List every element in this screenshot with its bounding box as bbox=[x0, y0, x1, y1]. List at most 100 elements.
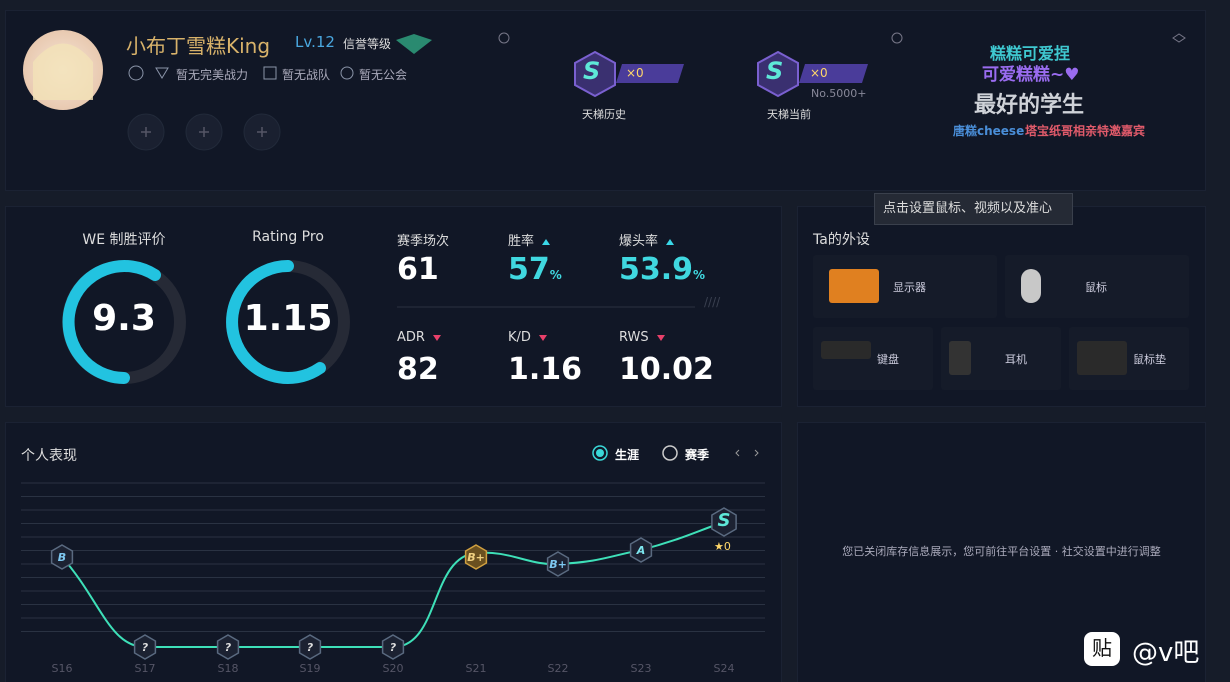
stat-label: 胜率 bbox=[508, 230, 551, 249]
credit-icon bbox=[396, 34, 432, 54]
gear-label: 鼠标 bbox=[1085, 281, 1107, 294]
grade-text: ? bbox=[390, 641, 397, 654]
stat-label: K/D bbox=[508, 330, 547, 345]
grade-badge bbox=[546, 551, 570, 577]
stat-number: 10.02 bbox=[619, 352, 714, 387]
avatar-hair bbox=[33, 43, 93, 100]
grade-badge bbox=[381, 634, 405, 660]
grade-badge bbox=[216, 634, 240, 660]
inventory-notice: 您已关闭库存信息展示，您可前往平台设置 · 社交设置中进行调整 bbox=[842, 545, 1161, 558]
badge-text: 暂无公会 bbox=[359, 68, 408, 82]
tooltip: 点击设置鼠标、视频以及准心 bbox=[874, 193, 1073, 225]
banner-line: 糕糕可爱捏 bbox=[990, 44, 1071, 63]
trend-icon bbox=[432, 334, 441, 341]
ladder-stars: ×0 bbox=[626, 66, 644, 80]
settings-icons[interactable] bbox=[498, 32, 1186, 44]
season-label: S23 bbox=[630, 662, 652, 675]
credit-label: 信誉等级 bbox=[343, 37, 392, 51]
ladder-grade: S bbox=[766, 57, 784, 85]
ring-fill bbox=[226, 260, 326, 384]
ladder-grade: S bbox=[583, 57, 601, 85]
plus-icons bbox=[141, 127, 267, 137]
stat-label: 赛季场次 bbox=[397, 234, 450, 249]
banner-sponsor: 唐糕cheese bbox=[953, 124, 1025, 138]
stat-unit: % bbox=[693, 268, 706, 282]
rating-value: 9.3 bbox=[92, 298, 156, 339]
performance-title[interactable]: 个人表现 bbox=[21, 448, 77, 464]
grade-text: A bbox=[636, 544, 646, 557]
ladder-rank: No.5000+ bbox=[811, 87, 867, 100]
gear-tile[interactable] bbox=[941, 327, 1061, 390]
gear-tile[interactable] bbox=[813, 255, 997, 318]
season-label: S17 bbox=[134, 662, 156, 675]
rating-label: Rating Pro bbox=[252, 229, 324, 245]
gear-label: 显示器 bbox=[893, 281, 926, 294]
grade-badge bbox=[133, 634, 157, 660]
gear-tile[interactable] bbox=[813, 327, 933, 390]
stat-value: 57% bbox=[508, 252, 562, 287]
stat-value: 53.9% bbox=[619, 252, 705, 287]
season-label: S18 bbox=[217, 662, 239, 675]
ladder-badges bbox=[574, 50, 868, 98]
season-label: S20 bbox=[382, 662, 404, 675]
stat-number: 53.9 bbox=[619, 252, 694, 287]
tab[interactable]: 赛季 bbox=[685, 448, 710, 462]
season-label: S22 bbox=[547, 662, 569, 675]
header-panel bbox=[5, 10, 1206, 191]
grade-badge bbox=[629, 537, 653, 563]
grade-text: S bbox=[718, 510, 731, 531]
banner-line: 最好的学生 bbox=[974, 93, 1085, 118]
trend-icon bbox=[666, 238, 675, 245]
grade-badge bbox=[711, 507, 737, 537]
ladder-label: 天梯历史 bbox=[582, 108, 626, 121]
level: Lv.12 bbox=[295, 33, 335, 51]
pager[interactable] bbox=[735, 449, 759, 457]
stat-number: 61 bbox=[397, 252, 439, 287]
stat-unit: % bbox=[549, 268, 562, 282]
season-label: S24 bbox=[713, 662, 735, 675]
banner-line: 可爱糕糕~♥ bbox=[982, 65, 1080, 85]
trend-icon bbox=[538, 334, 547, 341]
stat-value: 1.16 bbox=[508, 352, 582, 387]
grade-text: ? bbox=[142, 641, 149, 654]
season-label: S21 bbox=[465, 662, 487, 675]
gear-tile[interactable] bbox=[1069, 327, 1189, 390]
trend-icon bbox=[656, 334, 665, 341]
gear-icon bbox=[821, 341, 871, 359]
grade-text: B bbox=[58, 551, 66, 564]
performance-line bbox=[61, 521, 725, 648]
ladder-stars: ×0 bbox=[810, 66, 828, 80]
grade-badge bbox=[464, 544, 488, 570]
gear-label: 鼠标垫 bbox=[1133, 353, 1166, 366]
grade-text: B+ bbox=[549, 558, 567, 571]
tab[interactable]: 生涯 bbox=[615, 448, 640, 462]
radio-buttons[interactable] bbox=[592, 445, 678, 461]
stat-label: ADR bbox=[397, 330, 441, 345]
watermark-icon bbox=[1084, 632, 1120, 666]
badge-icons bbox=[128, 65, 354, 81]
banner-sponsor: 塔宝纸哥相亲特邀嘉宾 bbox=[1025, 124, 1146, 138]
grade-text: ? bbox=[225, 641, 232, 654]
stat-number: 82 bbox=[397, 352, 439, 387]
badge-text: 暂无完美战力 bbox=[176, 68, 249, 82]
player-name: 小布丁雪糕King bbox=[126, 34, 271, 58]
watermark: @v吧 bbox=[1132, 638, 1200, 668]
badge-text: 暂无战队 bbox=[282, 68, 331, 82]
grade-badge bbox=[298, 634, 322, 660]
gear-icon bbox=[949, 341, 971, 375]
stat-value: 10.02 bbox=[619, 352, 714, 387]
chart-grid bbox=[21, 482, 765, 632]
watermark-icon-text: 贴 bbox=[1092, 636, 1112, 660]
stat-value: 61 bbox=[397, 252, 439, 287]
stat-number: 1.16 bbox=[508, 352, 583, 387]
gear-label: 耳机 bbox=[1005, 353, 1027, 366]
grade-badge bbox=[50, 544, 74, 570]
inventory-panel bbox=[797, 422, 1206, 682]
gear-tile[interactable] bbox=[1005, 255, 1189, 318]
ladder-label: 天梯当前 bbox=[767, 108, 811, 121]
grade-text: B+ bbox=[467, 551, 485, 564]
rating-value: 1.15 bbox=[243, 298, 333, 339]
ring-fill bbox=[62, 260, 161, 384]
